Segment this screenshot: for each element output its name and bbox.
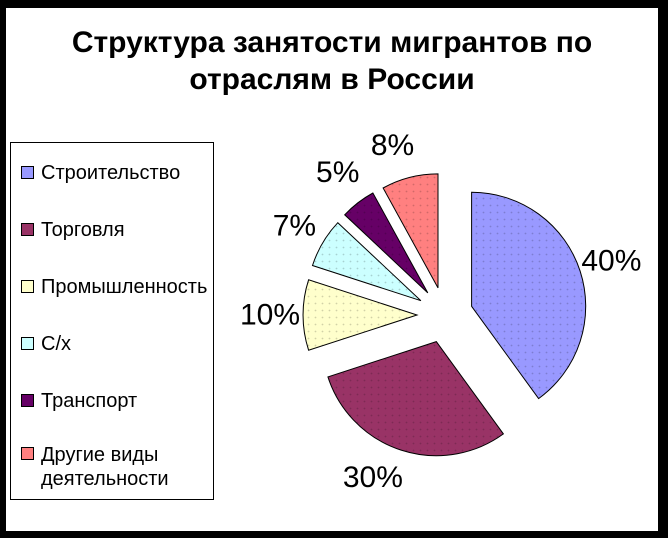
- legend-swatch-icon: [21, 223, 34, 236]
- pie-slice-label: 7%: [273, 209, 316, 242]
- pie-slice-label: 10%: [240, 299, 300, 332]
- pie-slice[interactable]: [471, 191, 587, 400]
- legend-swatch-icon: [21, 394, 34, 407]
- chart-title: Структура занятости мигрантов по отрасля…: [71, 26, 593, 96]
- legend-item[interactable]: Промышленность: [21, 258, 209, 315]
- pie-slice[interactable]: [327, 341, 505, 457]
- legend-item-label: Транспорт: [41, 389, 138, 412]
- legend-item-label: Торговля: [41, 218, 125, 241]
- legend: Строительство Торговля Промышленность С/х Тр…: [10, 142, 214, 500]
- legend-item-label: Другие виды деятельности: [41, 444, 169, 490]
- pie-slice-label: 40%: [581, 244, 641, 277]
- pie-slice-label: 30%: [343, 461, 403, 494]
- legend-item-label: С/х: [41, 332, 71, 355]
- legend-item-label: Промышленность: [41, 275, 208, 298]
- pie-chart: 40% 30% 10% 7%5% 8%: [240, 129, 641, 494]
- legend-swatch-icon: [21, 337, 34, 350]
- legend-item[interactable]: Строительство: [21, 144, 209, 201]
- legend-item[interactable]: Торговля: [21, 201, 209, 258]
- pie-slice-label: 8%: [371, 129, 414, 162]
- legend-item-label: Строительство: [41, 161, 181, 184]
- legend-swatch-icon: [21, 280, 34, 293]
- legend-item[interactable]: С/х: [21, 315, 209, 372]
- legend-swatch-icon: [21, 166, 34, 179]
- legend-swatch-icon: [21, 447, 34, 460]
- legend-item[interactable]: Другие виды деятельности: [21, 443, 209, 491]
- pie-slice-label: 5%: [316, 156, 359, 189]
- legend-item[interactable]: Транспорт: [21, 372, 209, 429]
